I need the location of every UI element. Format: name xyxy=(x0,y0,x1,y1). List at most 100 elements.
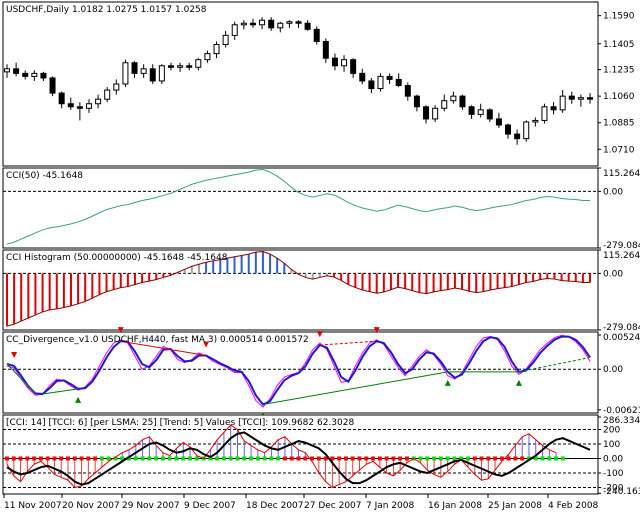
trend-dot xyxy=(432,456,437,461)
candle-body xyxy=(577,97,584,100)
candle-body xyxy=(76,106,83,109)
trend-dot xyxy=(452,456,457,461)
trend-dot xyxy=(160,456,165,461)
candle-body xyxy=(277,22,284,29)
candle-body xyxy=(213,44,220,55)
y-tick-label: 1.1590 xyxy=(603,12,635,22)
trend-dot xyxy=(59,456,64,461)
trend-dot xyxy=(86,456,91,461)
down-arrow xyxy=(11,351,18,358)
trend-dot xyxy=(106,456,111,461)
candle-body xyxy=(450,95,457,102)
candle-body xyxy=(186,65,193,68)
bull-divergence-line xyxy=(42,388,79,395)
trend-dot xyxy=(255,456,260,461)
trend-dot xyxy=(52,456,57,461)
candle-body xyxy=(31,72,38,77)
candle-body xyxy=(231,24,238,36)
candle-body xyxy=(550,106,557,111)
x-tick-label: 18 Dec 2007 xyxy=(246,501,304,511)
trend-dot xyxy=(194,456,199,461)
trend-dot xyxy=(303,456,308,461)
y-tick-label: 100 xyxy=(603,440,620,450)
bull-divergence-line xyxy=(262,371,448,406)
candle-body xyxy=(295,21,302,24)
candle-body xyxy=(505,124,512,135)
down-arrow xyxy=(117,327,124,334)
trend-dot xyxy=(540,456,545,461)
trend-dot xyxy=(181,456,186,461)
candle-body xyxy=(423,106,430,120)
panel-title: CC_Divergence_v1.0 USDCHF,H440, fast MA … xyxy=(6,335,309,345)
candle-body xyxy=(486,109,493,120)
candle-body xyxy=(331,57,338,67)
x-axis: 11 Nov 2007 20 Nov 2007 29 Nov 2007 9 Dec 2… xyxy=(3,494,599,511)
candle-body xyxy=(4,68,10,73)
candle-body xyxy=(432,107,439,120)
candle-body xyxy=(468,106,475,115)
candle-body xyxy=(313,28,320,42)
candle-body xyxy=(541,106,548,121)
y-tick-label: 0.00 xyxy=(603,269,623,279)
trend-dot xyxy=(99,456,104,461)
trend-dot xyxy=(133,456,138,461)
cci-line xyxy=(6,168,590,245)
candle-body xyxy=(386,75,393,80)
trend-dot xyxy=(113,456,118,461)
y-tick-label: 115.2644 xyxy=(603,169,640,179)
y-tick-label: 0.005242 xyxy=(603,333,640,343)
panel-frame xyxy=(2,1,599,167)
divergence-slow-line xyxy=(6,335,591,406)
divergence-panel: CC_Divergence_v1.0 USDCHF,H440, fast MA … xyxy=(2,327,640,419)
panel-title: CCI Histogram (50.00000000) -45.1648 -45… xyxy=(6,253,228,263)
y-tick-label: -279.084 xyxy=(603,323,640,333)
candle-body xyxy=(249,22,256,26)
trend-dot xyxy=(215,456,220,461)
bull-divergence-line xyxy=(6,363,36,394)
trend-dot xyxy=(66,456,71,461)
candle-body xyxy=(268,19,275,29)
price-panel: USDCHF,Daily 1.0182 1.0275 1.0157 1.0258… xyxy=(2,1,635,167)
trend-dot xyxy=(465,456,470,461)
candle-body xyxy=(158,65,165,82)
candle-body xyxy=(441,100,448,109)
y-tick-label: -240.163 xyxy=(603,487,640,497)
trend-dot xyxy=(499,456,504,461)
y-tick-label: 286.334 xyxy=(603,416,640,426)
up-arrow xyxy=(75,396,82,403)
x-tick-label: 4 Feb 2008 xyxy=(548,501,599,511)
candle-body xyxy=(177,65,184,68)
y-tick-label: 0.00 xyxy=(603,365,623,375)
trend-dot xyxy=(418,456,423,461)
up-arrow xyxy=(515,379,522,386)
trend-dot xyxy=(72,456,77,461)
candle-body xyxy=(523,121,530,140)
trend-dot xyxy=(554,456,559,461)
x-tick-label: 16 Jan 2008 xyxy=(428,501,482,511)
trend-dot xyxy=(377,456,382,461)
candle-body xyxy=(359,72,366,82)
trend-dot xyxy=(269,456,274,461)
tcci-panel: [CCI: 14] [TCCI: 6] [per LSMA: 25] [Tren… xyxy=(2,414,640,497)
y-tick-label: -200 xyxy=(603,483,624,493)
trend-dot xyxy=(276,456,281,461)
candle-body xyxy=(13,68,20,74)
panel-title: CCI(50) -45.1648 xyxy=(6,171,83,181)
candle-body xyxy=(67,103,74,108)
trend-dot xyxy=(310,456,315,461)
trend-dot xyxy=(120,456,125,461)
trend-dot xyxy=(445,456,450,461)
trend-dot xyxy=(262,456,267,461)
candle-body xyxy=(413,95,420,108)
candle-body xyxy=(532,119,539,123)
trend-dot xyxy=(425,456,430,461)
candle-body xyxy=(240,22,247,26)
trend-dot xyxy=(343,456,348,461)
trend-dot xyxy=(337,456,342,461)
trend-dot xyxy=(547,456,552,461)
candle-body xyxy=(95,98,102,105)
trend-dot xyxy=(560,456,565,461)
bear-divergence-line xyxy=(319,340,377,346)
candle-body xyxy=(404,85,411,97)
